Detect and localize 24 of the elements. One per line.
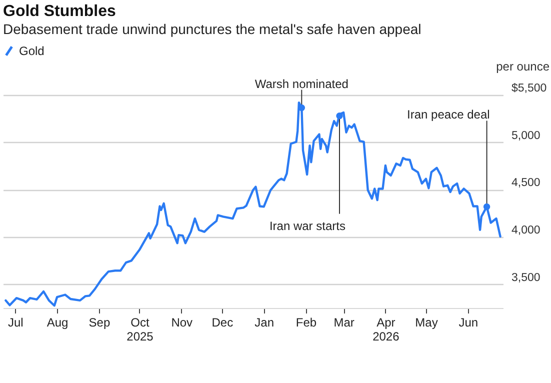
- y-tick-label: 5,000: [512, 130, 540, 142]
- x-tick-label: Jun: [458, 316, 478, 330]
- legend-label: Gold: [19, 44, 44, 58]
- x-tick-label: Jan: [254, 316, 274, 330]
- annotation: Warsh nominated: [254, 76, 348, 91]
- x-tick-label: Aug: [46, 316, 68, 330]
- y-tick-label: 4,500: [512, 177, 540, 190]
- y-tick-label: 4,000: [512, 224, 540, 236]
- x-tick-label: Oct 2025: [126, 316, 154, 344]
- chart-title: Gold Stumbles: [3, 3, 116, 20]
- x-tick-label: Mar: [334, 316, 354, 330]
- x-tick-label: May: [415, 316, 438, 330]
- x-tick-label: Nov: [171, 316, 193, 330]
- y-tick-label: 3,500: [512, 272, 540, 284]
- annotation: Iran war starts: [269, 218, 346, 233]
- x-tick-label: Feb: [296, 316, 317, 330]
- y-tick-label: $5,500: [512, 82, 547, 94]
- x-tick-label: Jul: [8, 316, 24, 330]
- annotation: Iran peace deal: [407, 108, 490, 122]
- chart-subtitle: Debasement trade unwind punctures the metal's safe haven appeal: [3, 21, 422, 37]
- x-tick-label: Sep: [88, 316, 110, 330]
- x-tick-label: Dec: [212, 316, 234, 330]
- x-tick-label: Apr 2026: [372, 316, 400, 344]
- y-axis-title: per ounce: [496, 60, 550, 74]
